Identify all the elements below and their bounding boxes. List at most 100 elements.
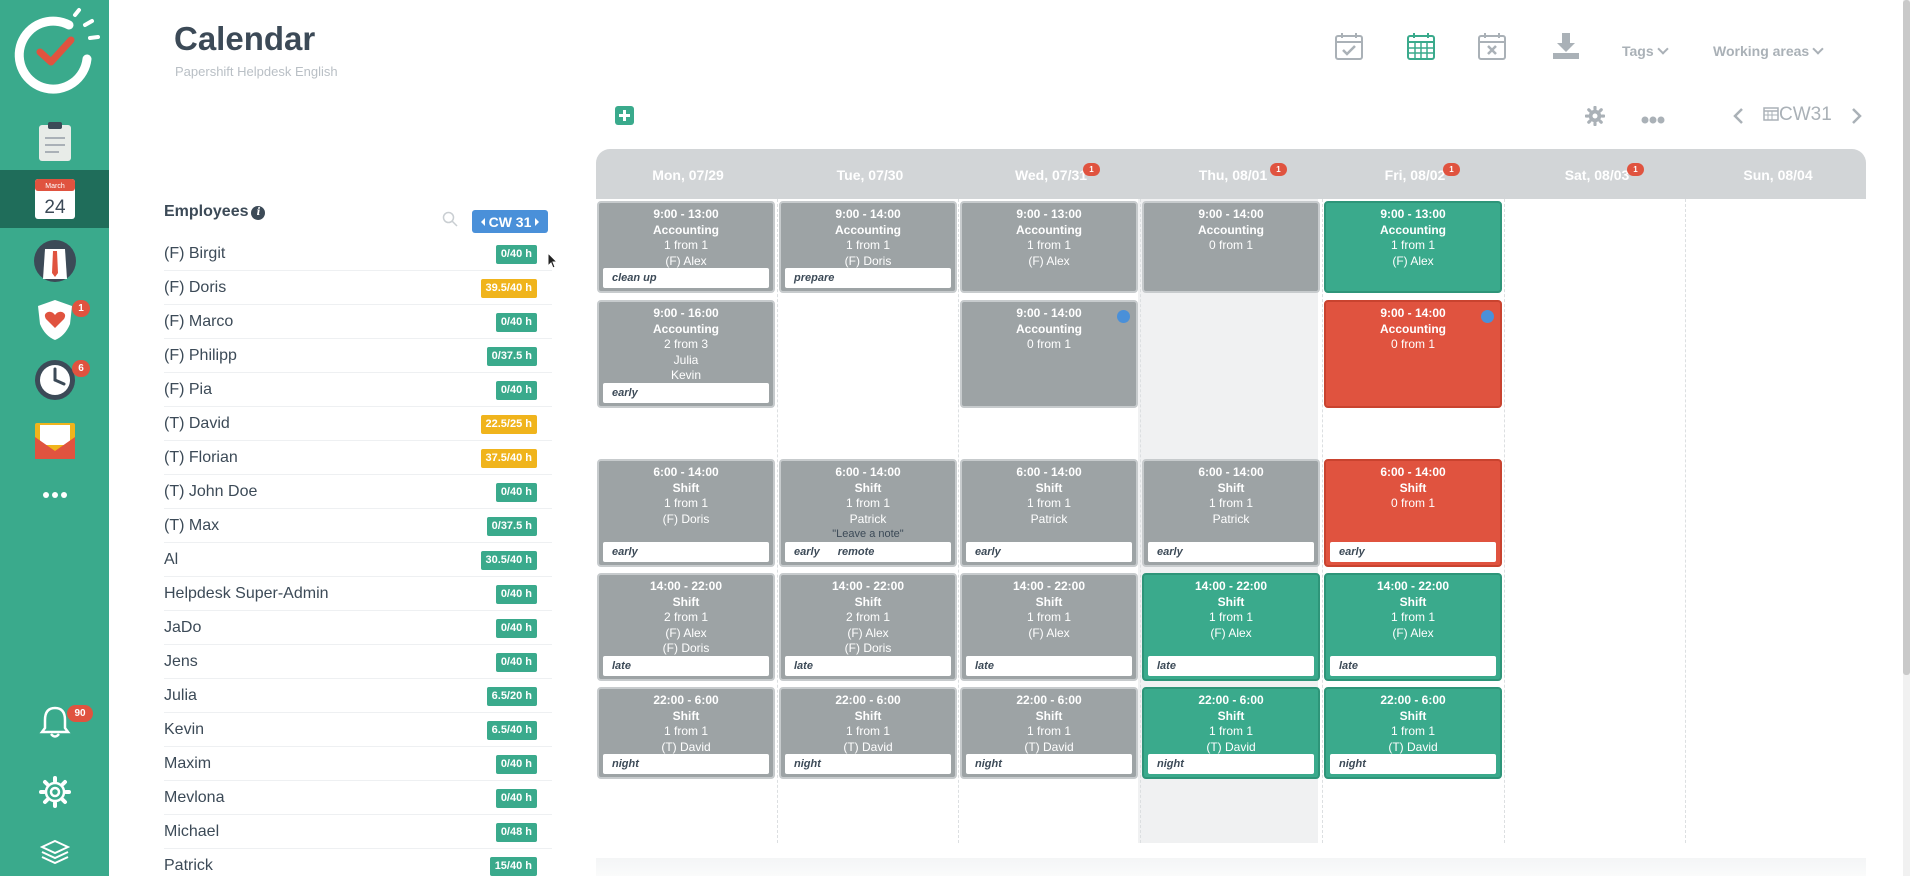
current-week-label[interactable]: CW31 bbox=[1763, 104, 1832, 126]
employee-name: (F) Birgit bbox=[164, 245, 226, 262]
employee-row[interactable]: Jens 0/40 h bbox=[164, 645, 552, 679]
calendar-x-icon[interactable] bbox=[1474, 28, 1510, 64]
shift-card[interactable]: 9:00 - 13:00 Accounting 1 from 1 (F) Alex cl… bbox=[597, 201, 775, 293]
page-scrollbar-thumb[interactable] bbox=[1903, 0, 1910, 675]
shift-card[interactable]: 14:00 - 22:00 Shift 1 from 1 (F) Alex late bbox=[960, 573, 1138, 681]
shift-tag-bar: night bbox=[1330, 754, 1496, 774]
employee-row[interactable]: Michael 0/48 h bbox=[164, 815, 552, 849]
papershift-logo-icon[interactable] bbox=[0, 0, 109, 105]
shift-card[interactable]: 9:00 - 14:00 Accounting 0 from 1 bbox=[1142, 201, 1320, 293]
employee-row[interactable]: (F) Pia 0/40 h bbox=[164, 373, 552, 407]
bell-icon[interactable]: 90 bbox=[0, 693, 109, 751]
clipboard-icon[interactable] bbox=[0, 112, 109, 170]
calendar-grid-icon[interactable] bbox=[1403, 28, 1439, 64]
employee-row[interactable]: (F) Marco 0/40 h bbox=[164, 305, 552, 339]
day-header[interactable]: Sun, 08/04 bbox=[1688, 167, 1868, 183]
shift-time: 6:00 - 14:00 bbox=[1198, 465, 1264, 479]
clock-icon[interactable]: 6 bbox=[0, 351, 109, 409]
cw-week-selector[interactable]: CW 31 bbox=[472, 210, 548, 233]
employee-row[interactable]: (T) Florian 37.5/40 h bbox=[164, 441, 552, 475]
employee-row[interactable]: Julia 6.5/20 h bbox=[164, 679, 552, 713]
day-header[interactable]: Wed, 07/31 1 bbox=[961, 163, 1141, 183]
shift-time: 9:00 - 16:00 bbox=[653, 306, 719, 320]
employee-row[interactable]: Helpdesk Super-Admin 0/40 h bbox=[164, 577, 552, 611]
shift-card[interactable]: 22:00 - 6:00 Shift 1 from 1 (T) David night bbox=[779, 687, 957, 779]
shift-card[interactable]: 9:00 - 16:00 Accounting 2 from 3 Julia Kevin… bbox=[597, 300, 775, 408]
shift-staff-count: 1 from 1 bbox=[1026, 724, 1071, 738]
employee-row[interactable]: Maxim 0/40 h bbox=[164, 747, 552, 781]
info-icon[interactable]: i bbox=[251, 206, 266, 220]
shift-card[interactable]: 22:00 - 6:00 Shift 1 from 1 (T) David night bbox=[1324, 687, 1502, 779]
shift-card[interactable]: 14:00 - 22:00 Shift 1 from 1 (F) Alex late bbox=[1142, 573, 1320, 681]
employee-avatar-icon[interactable] bbox=[0, 232, 109, 290]
shift-card[interactable]: 22:00 - 6:00 Shift 1 from 1 (T) David night bbox=[960, 687, 1138, 779]
employee-row[interactable]: JaDo 0/40 h bbox=[164, 611, 552, 645]
shift-tag: early bbox=[612, 387, 638, 399]
heart-shield-icon[interactable]: 1 bbox=[0, 291, 109, 349]
shift-tag: early bbox=[1157, 546, 1183, 558]
shift-type: Shift bbox=[854, 708, 882, 723]
employee-name: (T) John Doe bbox=[164, 483, 258, 500]
working-areas-dropdown[interactable]: Working areas bbox=[1713, 43, 1824, 59]
shift-tag-bar: late bbox=[1330, 656, 1496, 676]
employee-row[interactable]: (T) Max 0/37.5 h bbox=[164, 509, 552, 543]
shift-tag: night bbox=[1339, 758, 1366, 770]
shift-card[interactable]: 22:00 - 6:00 Shift 1 from 1 (T) David night bbox=[1142, 687, 1320, 779]
shift-card[interactable]: 6:00 - 14:00 Shift 1 from 1 Patrick "Leave a… bbox=[779, 459, 957, 567]
shift-card[interactable]: 6:00 - 14:00 Shift 1 from 1 (F) Doris early bbox=[597, 459, 775, 567]
employee-hours-badge: 0/37.5 h bbox=[486, 517, 537, 536]
next-week-chevron-icon[interactable] bbox=[1851, 107, 1863, 130]
shift-tag: night bbox=[612, 758, 639, 770]
day-header[interactable]: Mon, 07/29 bbox=[598, 167, 778, 183]
employee-search-icon[interactable] bbox=[442, 211, 458, 232]
employee-row[interactable]: Patrick 15/40 h bbox=[164, 849, 552, 876]
employee-row[interactable]: (T) John Doe 0/40 h bbox=[164, 475, 552, 509]
shift-card[interactable]: 6:00 - 14:00 Shift 0 from 1 early bbox=[1324, 459, 1502, 567]
employee-name: (F) Doris bbox=[164, 279, 227, 296]
calendar-settings-gear-icon[interactable] bbox=[1584, 105, 1606, 131]
employee-row[interactable]: (F) Birgit 0/40 h bbox=[164, 237, 552, 271]
day-header[interactable]: Tue, 07/30 bbox=[780, 167, 960, 183]
calendar-check-icon[interactable] bbox=[1331, 28, 1367, 64]
employee-row[interactable]: Mevlona 0/40 h bbox=[164, 781, 552, 815]
gear-icon[interactable] bbox=[0, 763, 109, 821]
calendar-icon[interactable]: March 24 bbox=[0, 170, 109, 228]
employee-hours-badge: 0/40 h bbox=[495, 313, 537, 332]
more-dots-icon[interactable] bbox=[0, 466, 109, 524]
shift-card[interactable]: 6:00 - 14:00 Shift 1 from 1 Patrick early bbox=[1142, 459, 1320, 567]
add-shift-button[interactable] bbox=[615, 106, 634, 130]
employee-row[interactable]: (F) Philipp 0/37.5 h bbox=[164, 339, 552, 373]
shift-card[interactable]: 9:00 - 13:00 Accounting 1 from 1 (F) Alex bbox=[960, 201, 1138, 293]
shift-tag: late bbox=[1157, 660, 1176, 672]
shift-time: 22:00 - 6:00 bbox=[1198, 693, 1264, 707]
shift-card[interactable]: 14:00 - 22:00 Shift 2 from 1 (F) Alex (F) Do… bbox=[779, 573, 957, 681]
shift-card[interactable]: 14:00 - 22:00 Shift 1 from 1 (F) Alex late bbox=[1324, 573, 1502, 681]
shift-card[interactable]: 9:00 - 14:00 Accounting 0 from 1 bbox=[1324, 300, 1502, 408]
prev-week-chevron-icon[interactable] bbox=[1732, 107, 1744, 130]
shift-time: 9:00 - 14:00 bbox=[1016, 306, 1082, 320]
day-header[interactable]: Sat, 08/03 1 bbox=[1507, 163, 1687, 183]
shift-type: Shift bbox=[854, 480, 882, 495]
employee-row[interactable]: (F) Doris 39.5/40 h bbox=[164, 271, 552, 305]
shift-card[interactable]: 9:00 - 13:00 Accounting 1 from 1 (F) Alex bbox=[1324, 201, 1502, 293]
day-header[interactable]: Thu, 08/01 1 bbox=[1143, 163, 1323, 183]
shift-tag-bar: night bbox=[966, 754, 1132, 774]
tags-dropdown[interactable]: Tags bbox=[1622, 43, 1669, 59]
shift-staff-name: (F) Alex bbox=[665, 625, 707, 640]
more-options-dots-icon[interactable] bbox=[1641, 111, 1665, 129]
shift-tag-bar: night bbox=[603, 754, 769, 774]
download-icon[interactable] bbox=[1548, 28, 1584, 64]
shift-card[interactable]: 22:00 - 6:00 Shift 1 from 1 (T) David night bbox=[597, 687, 775, 779]
employee-row[interactable]: Al 30.5/40 h bbox=[164, 543, 552, 577]
employee-row[interactable]: (T) David 22.5/25 h bbox=[164, 407, 552, 441]
shift-staff-count: 1 from 1 bbox=[1026, 610, 1071, 624]
employee-row[interactable]: Kevin 6.5/40 h bbox=[164, 713, 552, 747]
shift-card[interactable]: 9:00 - 14:00 Accounting 1 from 1 (F) Doris p… bbox=[779, 201, 957, 293]
shift-card[interactable]: 14:00 - 22:00 Shift 2 from 1 (F) Alex (F) Do… bbox=[597, 573, 775, 681]
envelope-icon[interactable] bbox=[0, 412, 109, 470]
shift-card[interactable]: 6:00 - 14:00 Shift 1 from 1 Patrick early bbox=[960, 459, 1138, 567]
day-header[interactable]: Fri, 08/02 1 bbox=[1325, 163, 1505, 183]
stack-icon[interactable] bbox=[0, 822, 109, 876]
shift-card[interactable]: 9:00 - 14:00 Accounting 0 from 1 bbox=[960, 300, 1138, 408]
shift-time: 14:00 - 22:00 bbox=[1012, 579, 1086, 593]
